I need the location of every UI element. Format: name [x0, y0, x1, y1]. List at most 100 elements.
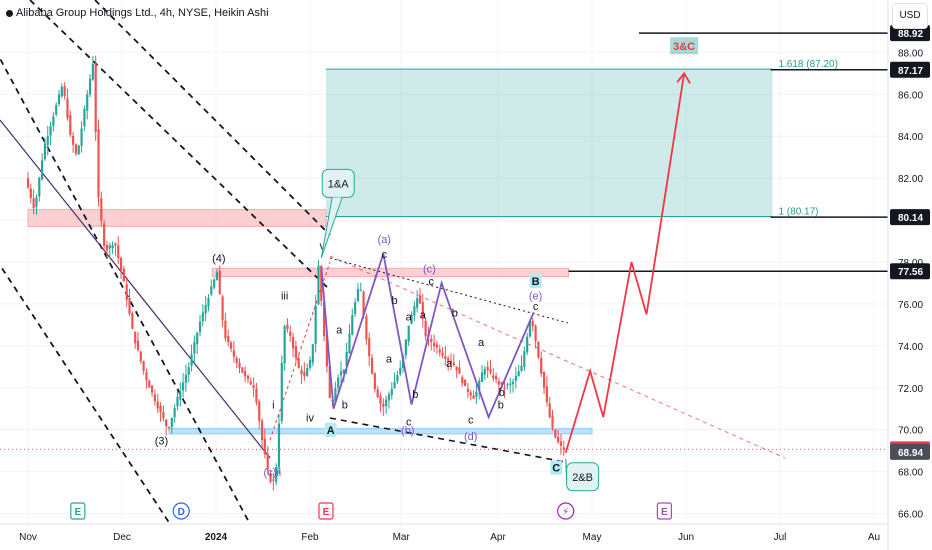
candle-body	[283, 326, 286, 364]
candle-body	[486, 366, 489, 371]
candle-body	[142, 361, 145, 371]
trend-channel-line	[94, 0, 331, 236]
candle-body	[418, 295, 422, 304]
candle-body	[49, 126, 52, 136]
candle-body	[345, 351, 348, 367]
candle-body	[325, 335, 329, 367]
candle-body	[480, 372, 484, 382]
candle-body	[162, 412, 165, 419]
symbol-title: Alibaba Group Holdings Ltd., 4h, NYSE, H…	[16, 7, 269, 19]
wave-label: v	[319, 240, 325, 252]
candle-body	[190, 354, 193, 366]
candle-body	[235, 357, 238, 364]
wave-label-box	[550, 460, 563, 475]
candle-body	[399, 367, 402, 375]
candle-body	[218, 270, 221, 295]
wave-label: (4)	[212, 253, 225, 265]
event-marker-label: ⚡	[562, 507, 569, 518]
candle-body	[311, 344, 314, 363]
candle-body	[390, 388, 393, 395]
candle-body	[342, 369, 345, 374]
wave-label: B	[532, 276, 540, 288]
candle-body	[173, 407, 176, 418]
candle-body	[362, 291, 365, 316]
callout-label: 2&B	[572, 472, 593, 484]
candle-body	[354, 302, 357, 314]
candle-body	[497, 381, 501, 385]
candle-body	[266, 454, 269, 470]
candle-body	[466, 388, 470, 392]
candle-body	[184, 374, 188, 383]
candle-body	[334, 388, 337, 402]
candle-body	[111, 244, 114, 249]
callout-pointer	[565, 458, 568, 480]
wave-label: c	[533, 301, 539, 313]
candle-body	[410, 314, 413, 325]
candle-body	[232, 350, 235, 357]
candle-body	[545, 386, 548, 403]
candle-body	[393, 381, 396, 388]
candle-body	[554, 429, 557, 438]
candle-body	[396, 375, 399, 382]
candle-body	[221, 296, 224, 321]
candle-body	[275, 466, 278, 483]
candle-body	[551, 415, 554, 429]
candle-body	[241, 367, 244, 373]
wave-label: C	[552, 463, 560, 475]
candle-body	[103, 223, 106, 246]
event-markers[interactable]: E D E ⚡ E	[70, 502, 672, 520]
wave-label: c	[468, 414, 474, 426]
price-label-value: 77.56	[898, 267, 923, 278]
candle-body	[207, 297, 210, 307]
candle-body	[77, 145, 80, 155]
candle-body	[291, 336, 295, 349]
candle-body	[187, 367, 190, 375]
candle-body	[145, 371, 148, 381]
wave-label: b	[498, 400, 504, 412]
candle-body	[83, 108, 86, 127]
callout-label: 3&C	[673, 41, 695, 53]
candle-body	[475, 391, 478, 397]
candle-body	[495, 376, 498, 380]
time-tick-label: Apr	[490, 532, 506, 543]
candle-body	[534, 325, 537, 342]
candle-body	[308, 360, 312, 368]
candle-body	[294, 346, 297, 359]
wave-label-box	[324, 422, 337, 437]
event-marker	[70, 502, 86, 520]
currency-button[interactable]: USD	[892, 3, 928, 29]
wave-label: (a)	[378, 234, 391, 246]
candle-body	[38, 177, 41, 197]
price-label-tag	[890, 263, 930, 280]
candle-body	[483, 369, 486, 375]
candle-body	[252, 384, 255, 389]
time-tick-label: Au	[868, 532, 880, 543]
candle-body	[179, 391, 182, 400]
price-label-value: 88.92	[898, 29, 923, 40]
candle-body	[201, 312, 204, 322]
price-axis[interactable]: 66.0068.0070.0072.0074.0076.0078.0080.00…	[887, 0, 930, 550]
candle-body	[317, 265, 320, 305]
callout-pointer	[320, 197, 343, 258]
candle-body	[193, 342, 196, 354]
candle-body	[46, 135, 49, 146]
candle-body	[69, 115, 72, 135]
candle-body	[277, 423, 281, 468]
candle-body	[370, 357, 374, 374]
candle-body	[105, 245, 109, 251]
candle-body	[503, 387, 506, 389]
candle-body	[29, 188, 32, 198]
target-zone	[325, 69, 773, 217]
projection-arrowhead	[676, 71, 691, 84]
time-tick-label: Dec	[113, 532, 131, 543]
candle-body	[526, 336, 529, 353]
time-axis[interactable]: Nov Dec 2024 Feb Mar Apr May Jun Jul Au	[0, 523, 888, 543]
candle-body	[531, 320, 534, 327]
wave-label: (c)ii	[264, 467, 282, 479]
price-label-tag	[890, 443, 930, 460]
trend-channels	[0, 0, 786, 524]
elliott-wave-overlays	[320, 71, 691, 453]
candle-body	[430, 338, 433, 342]
price-label-value: 87.17	[898, 66, 923, 77]
